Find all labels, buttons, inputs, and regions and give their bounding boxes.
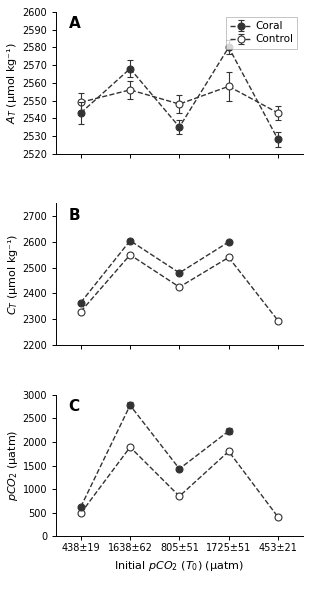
Text: B: B bbox=[68, 207, 80, 222]
Text: A: A bbox=[68, 16, 80, 31]
Y-axis label: $C_T$ (μmol kg⁻¹): $C_T$ (μmol kg⁻¹) bbox=[6, 234, 20, 315]
Legend: Coral, Control: Coral, Control bbox=[226, 17, 297, 49]
Text: C: C bbox=[68, 399, 80, 414]
Y-axis label: $A_T$ (μmol kg⁻¹): $A_T$ (μmol kg⁻¹) bbox=[6, 42, 19, 124]
X-axis label: Initial $pCO_2$ ($T_0$) (μatm): Initial $pCO_2$ ($T_0$) (μatm) bbox=[115, 559, 244, 573]
Y-axis label: $pCO_2$ (μatm): $pCO_2$ (μatm) bbox=[6, 430, 20, 501]
